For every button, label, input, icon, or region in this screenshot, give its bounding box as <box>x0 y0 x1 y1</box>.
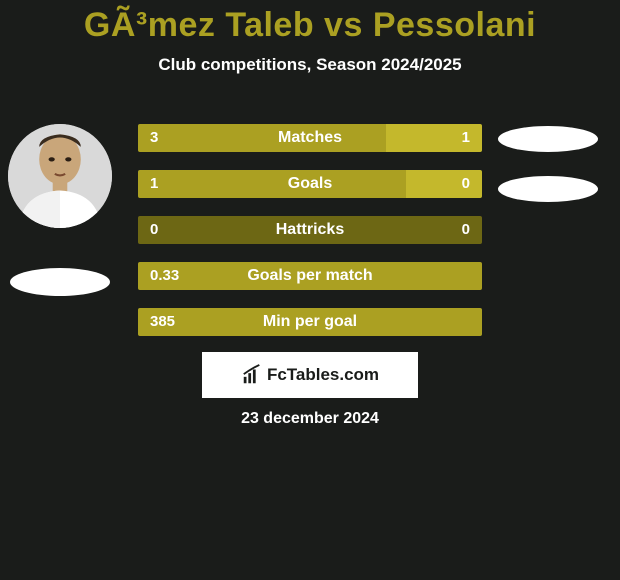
stat-label: Min per goal <box>138 308 482 336</box>
stats-bar-chart: Matches31Goals10Hattricks00Goals per mat… <box>138 124 482 354</box>
stat-value-right <box>458 262 482 290</box>
stat-row: Goals1 0 <box>138 170 482 198</box>
stat-row: Min per goal385 <box>138 308 482 336</box>
stat-value-left: 0.33 <box>138 262 191 290</box>
stat-value-left: 0 <box>138 216 170 244</box>
player-right-club-badge-1 <box>498 126 598 152</box>
stat-row: Matches3 1 <box>138 124 482 152</box>
player-right-club-badge-2 <box>498 176 598 202</box>
comparison-title: GÃ³mez Taleb vs Pessolani <box>0 0 620 45</box>
comparison-date: 23 december 2024 <box>0 410 620 428</box>
fctables-logo: FcTables.com <box>202 352 418 398</box>
stat-value-left: 1 <box>138 170 170 198</box>
stat-label: Matches <box>138 124 482 152</box>
stat-label: Hattricks <box>138 216 482 244</box>
player-left-avatar <box>8 124 112 228</box>
player-left-club-badge <box>10 268 110 296</box>
player-left-panel <box>8 124 112 296</box>
stat-value-left: 3 <box>138 124 170 152</box>
stat-value-right <box>458 308 482 336</box>
stat-value-right: 0 <box>450 170 482 198</box>
stat-value-right: 1 <box>450 124 482 152</box>
comparison-subtitle: Club competitions, Season 2024/2025 <box>0 55 620 75</box>
player-right-panel <box>496 124 600 202</box>
logo-text: FcTables.com <box>267 365 379 385</box>
stat-value-right: 0 <box>450 216 482 244</box>
stat-row: Goals per match0.33 <box>138 262 482 290</box>
stat-label: Goals <box>138 170 482 198</box>
stat-row: Hattricks0 0 <box>138 216 482 244</box>
stat-value-left: 385 <box>138 308 187 336</box>
bar-chart-icon <box>241 364 263 386</box>
